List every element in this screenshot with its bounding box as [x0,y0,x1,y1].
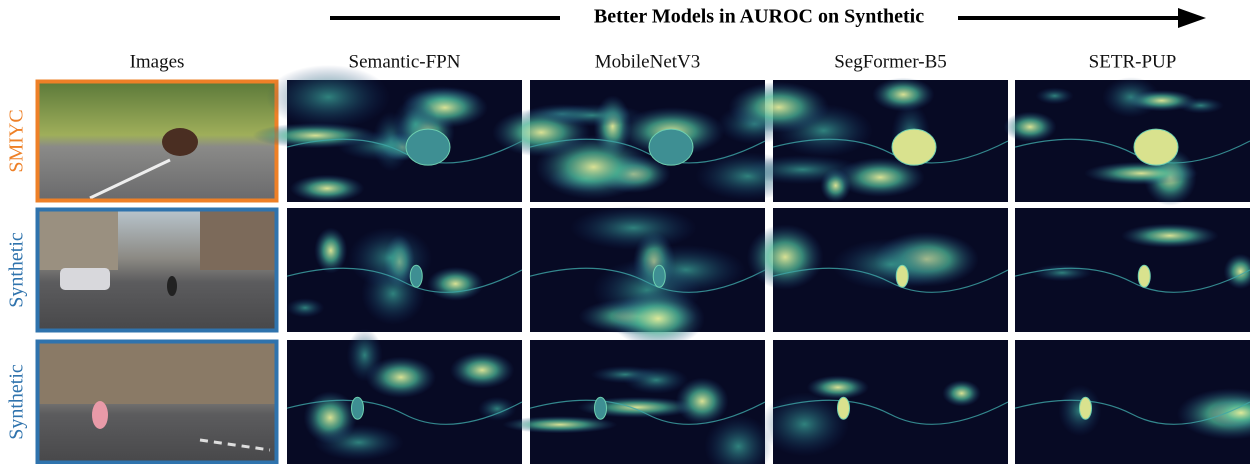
row-label: SMIYC [6,109,28,172]
heatmap-blob [478,397,517,421]
photo [38,82,276,200]
anomaly-heatmap [1015,208,1250,332]
building [200,210,276,270]
anomaly-object [410,265,422,287]
car [60,268,110,290]
anomaly-object [406,129,450,165]
heatmap-blob [540,104,644,127]
arrow-label: Better Models in AUROC on Synthetic [594,6,924,28]
anomaly-heatmap [747,208,1008,332]
heatmap-blob [314,425,404,461]
heatmap-blob [1121,223,1219,247]
row-label: Synthetic [6,232,28,308]
anomaly-object [1080,397,1092,419]
heatmap-blob [743,155,863,184]
anomaly-heatmap [286,208,522,332]
anomaly-object [352,397,364,419]
column-header: Images [130,51,185,72]
anomaly-heatmap [530,206,765,347]
heatmap-blob [286,298,324,317]
column-header: SegFormer-B5 [834,51,947,72]
heatmap-blob [1004,112,1057,143]
building [38,342,276,404]
input-image [38,210,277,331]
anomaly-heatmap [287,329,522,464]
heatmap-blob [728,82,829,133]
heatmap-blob [314,228,347,274]
input-image [38,342,277,463]
heatmap-blob [942,380,981,407]
anomaly-object [1134,129,1178,165]
heatmap-blob [347,329,383,382]
cow [162,128,198,156]
anomaly-heatmap [1004,77,1250,206]
anomaly-object [649,129,693,165]
arrow-head [1178,8,1206,28]
column-header: MobileNetV3 [595,51,701,72]
penguin [167,276,177,296]
anomaly-object [653,265,665,287]
anomaly-object [838,397,850,419]
anomaly-object [892,129,936,165]
column-header: Semantic-FPN [349,51,461,72]
anomaly-object [595,397,607,419]
anomaly-heatmap [760,340,1008,464]
anomaly-heatmap [502,340,772,464]
row-label: Synthetic [6,364,28,440]
flamingo [92,401,108,429]
anomaly-object [1138,265,1150,287]
heatmap-blob [570,206,697,250]
heatmap-blob [611,290,705,347]
heatmap-blob [290,175,365,203]
anomaly-heatmap [1015,340,1250,464]
heatmap-blob [676,378,729,425]
heatmap-blob [536,135,652,199]
heatmap-blob [1031,264,1092,281]
input-image [38,82,277,201]
heatmap-blob [1036,87,1074,104]
heatmap-blob [747,224,824,290]
anomaly-object [896,265,908,287]
column-header: SETR-PUP [1089,51,1177,72]
anomaly-heatmap [253,65,522,202]
heatmap-blob [450,352,514,389]
heatmap-blob [807,375,869,399]
heatmap-blob [624,366,689,394]
figure: Better Models in AUROC on Synthetic Imag… [0,0,1250,464]
heatmap-blob [1084,162,1198,185]
heatmap-blob [427,267,484,301]
building [38,210,118,270]
heatmap-blob [266,65,390,129]
heatmap-blob [1126,90,1196,111]
